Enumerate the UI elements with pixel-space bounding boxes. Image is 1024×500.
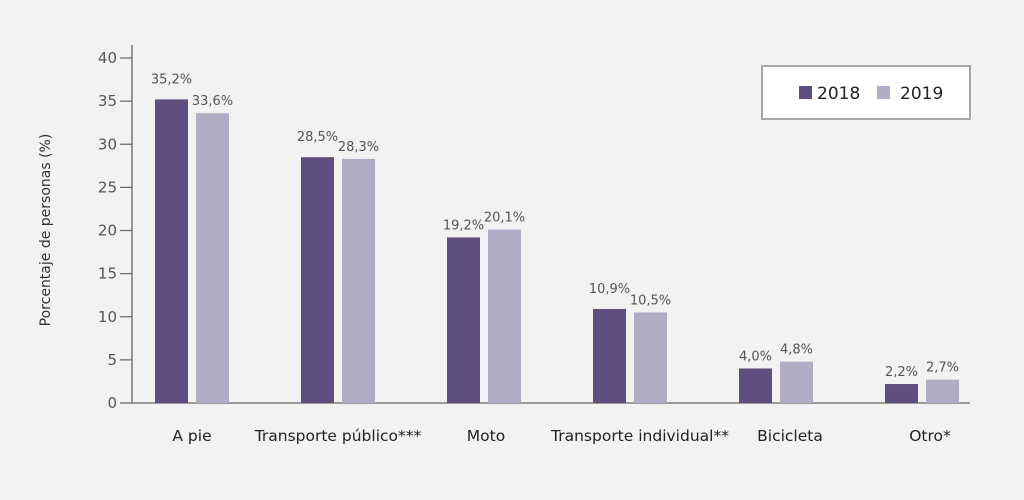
legend-swatch-2019: [877, 86, 890, 99]
y-tick-label: 40: [98, 49, 117, 67]
bar-2018: [739, 368, 772, 403]
data-label: 28,3%: [338, 140, 379, 155]
bar-2019: [634, 312, 667, 403]
y-tick-label: 0: [107, 394, 117, 412]
data-label: 10,9%: [589, 282, 630, 297]
y-tick-label: 35: [98, 92, 117, 110]
bar-2018: [155, 99, 188, 404]
category-label: A pie: [172, 427, 211, 445]
legend-label-2019: 2019: [900, 84, 943, 104]
bar-2018: [301, 157, 334, 403]
bar-2019: [342, 158, 375, 403]
legend-swatch-2018: [799, 86, 812, 99]
data-label: 2,7%: [926, 361, 959, 376]
bar-2019: [488, 229, 521, 403]
y-tick-label: 15: [98, 265, 117, 283]
category-label: Bicicleta: [757, 427, 823, 445]
y-tick-label: 10: [98, 308, 117, 326]
y-tick-label: 20: [98, 222, 117, 240]
category-label: Moto: [467, 427, 505, 445]
category-label: Otro*: [909, 427, 951, 445]
y-axis-label: Porcentaje de personas (%): [38, 134, 54, 327]
bar-2019: [926, 379, 959, 403]
data-label: 19,2%: [443, 218, 484, 233]
bar-2019: [780, 361, 813, 403]
y-tick-label: 25: [98, 178, 117, 196]
bar-2019: [196, 113, 229, 403]
legend-box: [761, 65, 971, 120]
bar-2018: [447, 237, 480, 403]
y-tick-label: 5: [107, 351, 117, 369]
data-label: 4,8%: [780, 343, 813, 358]
data-label: 2,2%: [885, 365, 918, 380]
data-label: 28,5%: [297, 130, 338, 145]
data-label: 10,5%: [630, 293, 671, 308]
category-label: Transporte público***: [254, 427, 422, 445]
data-label: 4,0%: [739, 350, 772, 365]
legend: 2018 2019: [761, 65, 971, 120]
legend-label-2018: 2018: [817, 84, 860, 104]
y-tick-label: 30: [98, 135, 117, 153]
data-label: 35,2%: [151, 72, 192, 87]
data-label: 20,1%: [484, 211, 525, 226]
bar-2018: [885, 384, 918, 403]
data-label: 33,6%: [192, 94, 233, 109]
category-label: Transporte individual**: [550, 427, 729, 445]
bar-2018: [593, 308, 626, 403]
